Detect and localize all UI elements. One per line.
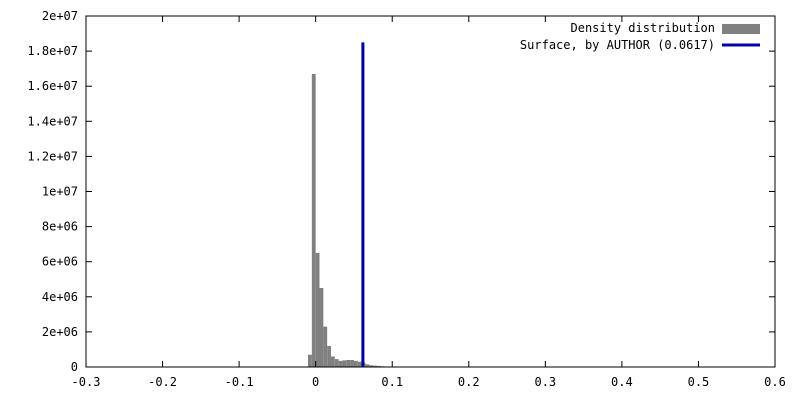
legend-swatch-density xyxy=(722,24,760,34)
histogram-bar xyxy=(315,252,320,367)
x-tick-label: 0 xyxy=(312,375,319,389)
histogram-bar xyxy=(376,365,381,367)
histogram-bar xyxy=(346,359,351,367)
x-tick-label: 0.3 xyxy=(534,375,556,389)
histogram-bar xyxy=(338,360,343,367)
plot-frame xyxy=(85,15,776,368)
histogram-bar xyxy=(308,354,312,367)
legend-label-surface: Surface, by AUTHOR (0.0617) xyxy=(520,38,715,52)
histogram-bar xyxy=(323,326,328,367)
legend-label-density: Density distribution xyxy=(571,21,716,35)
y-tick-label: 1.8e+07 xyxy=(27,44,78,58)
y-tick-label: 2e+07 xyxy=(42,9,78,23)
y-tick-label: 2e+06 xyxy=(42,325,78,339)
histogram-bar xyxy=(350,359,354,367)
y-tick-label: 1.2e+07 xyxy=(27,149,78,163)
y-tick-label: 1e+07 xyxy=(42,185,78,199)
histogram-bar xyxy=(327,345,331,367)
x-tick-label: 0.1 xyxy=(381,375,403,389)
x-tick-label: -0.1 xyxy=(225,375,254,389)
x-tick-label: 0.2 xyxy=(458,375,480,389)
x-tick-label: 0.5 xyxy=(688,375,710,389)
histogram-bar xyxy=(365,364,370,367)
histogram-bar xyxy=(334,359,339,367)
histogram-bar xyxy=(319,288,324,367)
x-tick-label: 0.4 xyxy=(611,375,633,389)
y-tick-label: 0 xyxy=(71,360,78,374)
y-tick-label: 1.6e+07 xyxy=(27,79,78,93)
histogram-bar xyxy=(357,361,362,367)
histogram-bar xyxy=(353,360,358,367)
x-tick-label: -0.3 xyxy=(72,375,101,389)
y-tick-label: 6e+06 xyxy=(42,255,78,269)
y-tick-label: 1.4e+07 xyxy=(27,114,78,128)
y-tick-label: 4e+06 xyxy=(42,290,78,304)
y-axis: 0 2e+06 4e+06 6e+06 8e+06 1e+07 1.2e+07 1.4e+07… xyxy=(27,9,775,374)
y-tick-label: 8e+06 xyxy=(42,220,78,234)
histogram-bar xyxy=(311,73,316,368)
x-tick-label: 0.6 xyxy=(764,375,786,389)
histogram-bar xyxy=(369,365,374,367)
legend: Density distribution Surface, by AUTHOR (… xyxy=(520,21,760,52)
histogram-bar xyxy=(330,356,335,367)
x-axis: -0.3 -0.2 -0.1 0 0.1 0.2 0.3 0.4 0.5 0.6 xyxy=(72,16,786,389)
histogram-bars xyxy=(308,73,385,368)
histogram-bar xyxy=(342,360,347,367)
x-tick-label: -0.2 xyxy=(148,375,177,389)
histogram-bar xyxy=(373,365,377,367)
